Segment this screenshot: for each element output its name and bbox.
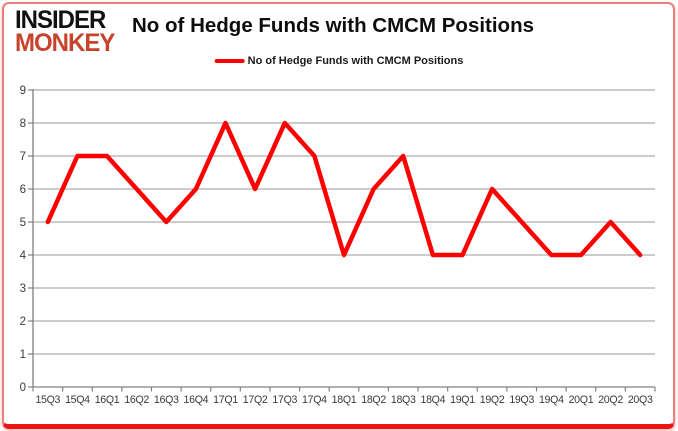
x-axis-tick-label: 17Q3 [272, 394, 297, 406]
y-axis-tick-label: 2 [20, 316, 26, 328]
x-axis-tick-label: 19Q2 [480, 394, 505, 406]
y-axis-tick-label: 7 [20, 151, 26, 163]
x-axis-tick-label: 18Q3 [391, 394, 416, 406]
y-axis-tick-label: 8 [20, 118, 26, 130]
logo-insider-text: INSIDER [15, 5, 106, 35]
x-axis-tick-label: 17Q2 [243, 394, 268, 406]
x-axis-tick-label: 20Q1 [569, 394, 594, 406]
chart-title: No of Hedge Funds with CMCM Positions [132, 14, 535, 37]
y-axis-tick-label: 9 [20, 85, 26, 97]
insider-monkey-logo: INSIDER MONKEY [15, 5, 115, 58]
x-axis-tick-label: 17Q4 [302, 394, 327, 406]
legend: No of Hedge Funds with CMCM Positions [214, 55, 464, 67]
x-axis-tick-label: 15Q3 [35, 394, 60, 406]
x-axis-tick-label: 16Q3 [154, 394, 179, 406]
y-axis-tick-label: 3 [20, 283, 26, 295]
series-line [45, 120, 643, 258]
x-axis-tick-label: 20Q3 [628, 394, 653, 406]
y-axis-tick-label: 1 [20, 349, 26, 361]
x-axis-tick-label: 16Q2 [124, 394, 149, 406]
x-axis-tick-label: 17Q1 [213, 394, 238, 406]
x-axis-tick-label: 15Q4 [65, 394, 90, 406]
y-axis-tick-label: 0 [20, 382, 26, 394]
x-axis-tick-label: 18Q4 [420, 394, 445, 406]
legend-line-marker-icon [214, 58, 245, 64]
x-axis-tick-label: 19Q4 [539, 394, 564, 406]
x-axis-tick-label: 19Q3 [509, 394, 534, 406]
x-axis-tick-label: 18Q1 [332, 394, 357, 406]
logo-monkey-text: MONKEY [15, 28, 115, 58]
x-axis-tick-label: 19Q1 [450, 394, 475, 406]
legend-label: No of Hedge Funds with CMCM Positions [247, 55, 464, 67]
y-axis-tick-label: 6 [20, 184, 26, 196]
y-axis-tick-label: 5 [20, 217, 26, 229]
y-axis-tick-label: 4 [20, 250, 27, 262]
x-axis-tick-label: 16Q4 [184, 394, 209, 406]
x-axis-tick-label: 20Q2 [598, 394, 623, 406]
x-axis-tick-label: 18Q2 [361, 394, 386, 406]
x-axis-tick-label: 16Q1 [95, 394, 120, 406]
